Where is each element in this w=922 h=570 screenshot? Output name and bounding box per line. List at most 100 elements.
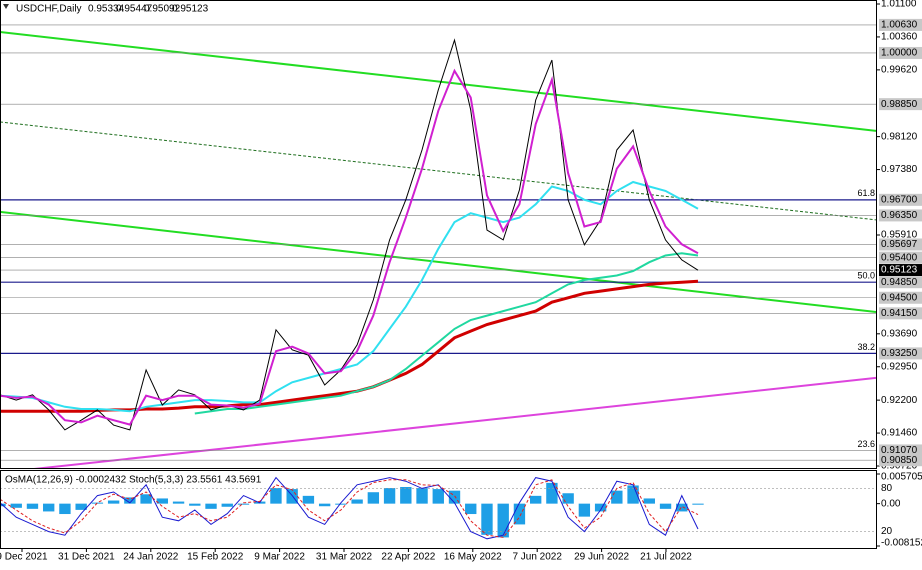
level-box (879, 209, 922, 222)
osma-bar (497, 503, 509, 538)
osma-bar (10, 503, 22, 508)
level-box (879, 98, 922, 111)
y-tick-label: 0.98120 (881, 131, 918, 142)
menu-icon[interactable] (3, 4, 9, 9)
osma-bar (156, 498, 169, 504)
x-tick-label: 9 Dec 2021 (0, 552, 48, 563)
main-plot (0, 24, 876, 468)
osma-bar (367, 492, 380, 504)
trend-line (0, 121, 876, 221)
osma-bar (481, 503, 493, 535)
level-label: 0.93250 (881, 348, 918, 359)
level-box (879, 18, 922, 31)
x-tick-label: 7 Jun 2022 (512, 552, 562, 563)
osma-bar (529, 495, 542, 504)
ohlc-value: 0.95123 (172, 4, 209, 15)
osma-bar (400, 487, 412, 504)
osma-bar (172, 501, 185, 504)
y-tick-label: 0.97380 (881, 164, 918, 175)
level-box (879, 454, 922, 467)
x-tick-label: 15 Feb 2022 (187, 552, 244, 563)
osma-bar (416, 488, 428, 504)
osma-bar (546, 482, 558, 504)
level-box (879, 238, 922, 251)
y-tick-label: 0.92950 (881, 361, 918, 372)
level-box (879, 193, 922, 206)
osma-bar (643, 498, 655, 504)
chart-title: USDCHF,Daily (16, 4, 82, 15)
x-tick-label: 21 Jul 2022 (640, 552, 692, 563)
fib-label: 61.8 (857, 188, 875, 198)
osma-bar (659, 503, 672, 509)
y2-tick-label: 80 (881, 483, 893, 494)
osma-bar (383, 488, 396, 504)
y-tick-label: 0.99620 (881, 65, 918, 76)
osma-bar (335, 503, 347, 505)
main-frame (0, 0, 877, 469)
level-label: 1.00000 (881, 48, 918, 59)
osma-bar (75, 503, 87, 510)
y-tick-label: 0.0057059 (881, 472, 922, 483)
level-box (879, 251, 922, 264)
osma-bar (189, 503, 201, 506)
osma-bar (432, 489, 444, 504)
level-label: 0.90850 (881, 455, 918, 466)
osma-bar (318, 503, 331, 507)
y2-tick-label: 20 (881, 526, 893, 537)
level-label: 0.94500 (881, 292, 918, 303)
x-tick-label: 9 Mar 2022 (254, 552, 305, 563)
trend-line (0, 31, 876, 132)
fib-label: 38.2 (857, 342, 875, 352)
osma-bar (578, 503, 591, 517)
y-tick-label: 0.92200 (881, 395, 918, 406)
osma-bar (513, 503, 526, 525)
level-box (879, 264, 922, 277)
level-label: 0.95400 (881, 252, 918, 263)
ohlc-value: 0.95447 (116, 4, 153, 15)
level-label: 0.95697 (881, 239, 918, 250)
osma-bar (351, 499, 363, 504)
y-tick-label: 0.93690 (881, 328, 918, 339)
level-label: 0.95123 (881, 265, 918, 276)
fib-label: 50.0 (857, 271, 875, 281)
ohlc-value: 0.95092 (144, 4, 181, 15)
osma-bar (611, 490, 623, 504)
osma-bar (594, 503, 607, 512)
level-box (879, 347, 922, 360)
y-tick-label: 0.00 (881, 498, 901, 509)
y-tick-label: 0.91460 (881, 428, 918, 439)
series-line (0, 476, 699, 540)
osma-bar (124, 497, 136, 504)
x-tick-label: 31 Mar 2022 (316, 552, 373, 563)
x-tick-label: 16 May 2022 (444, 552, 502, 563)
osma-bar (237, 503, 250, 505)
level-box (879, 444, 922, 457)
osc-title: OsMA(12,26,9) -0.0002432 Stoch(5,3,3) 23… (5, 475, 262, 486)
level-label: 0.94850 (881, 277, 918, 288)
level-box (879, 291, 922, 304)
y-tick-label: -0.008152 (881, 538, 922, 549)
level-label: 0.94150 (881, 308, 918, 319)
series-line (194, 252, 699, 415)
y-tick-label: 1.01100 (881, 0, 917, 10)
level-box (879, 276, 922, 289)
x-tick-label: 24 Jan 2022 (123, 552, 178, 563)
level-box (879, 307, 922, 320)
osma-bar (26, 503, 39, 509)
y-tick-label: 1.00360 (881, 32, 918, 43)
level-label: 0.91070 (881, 445, 918, 456)
series-line (0, 68, 699, 426)
osc-plot (0, 476, 876, 540)
osma-bar (43, 503, 55, 512)
osma-bar (302, 495, 315, 504)
osma-bar (692, 503, 704, 505)
osma-bar (676, 503, 688, 512)
osma-bar (270, 488, 282, 504)
level-box (879, 46, 922, 59)
series-line (0, 180, 699, 413)
osma-bar (59, 503, 71, 515)
